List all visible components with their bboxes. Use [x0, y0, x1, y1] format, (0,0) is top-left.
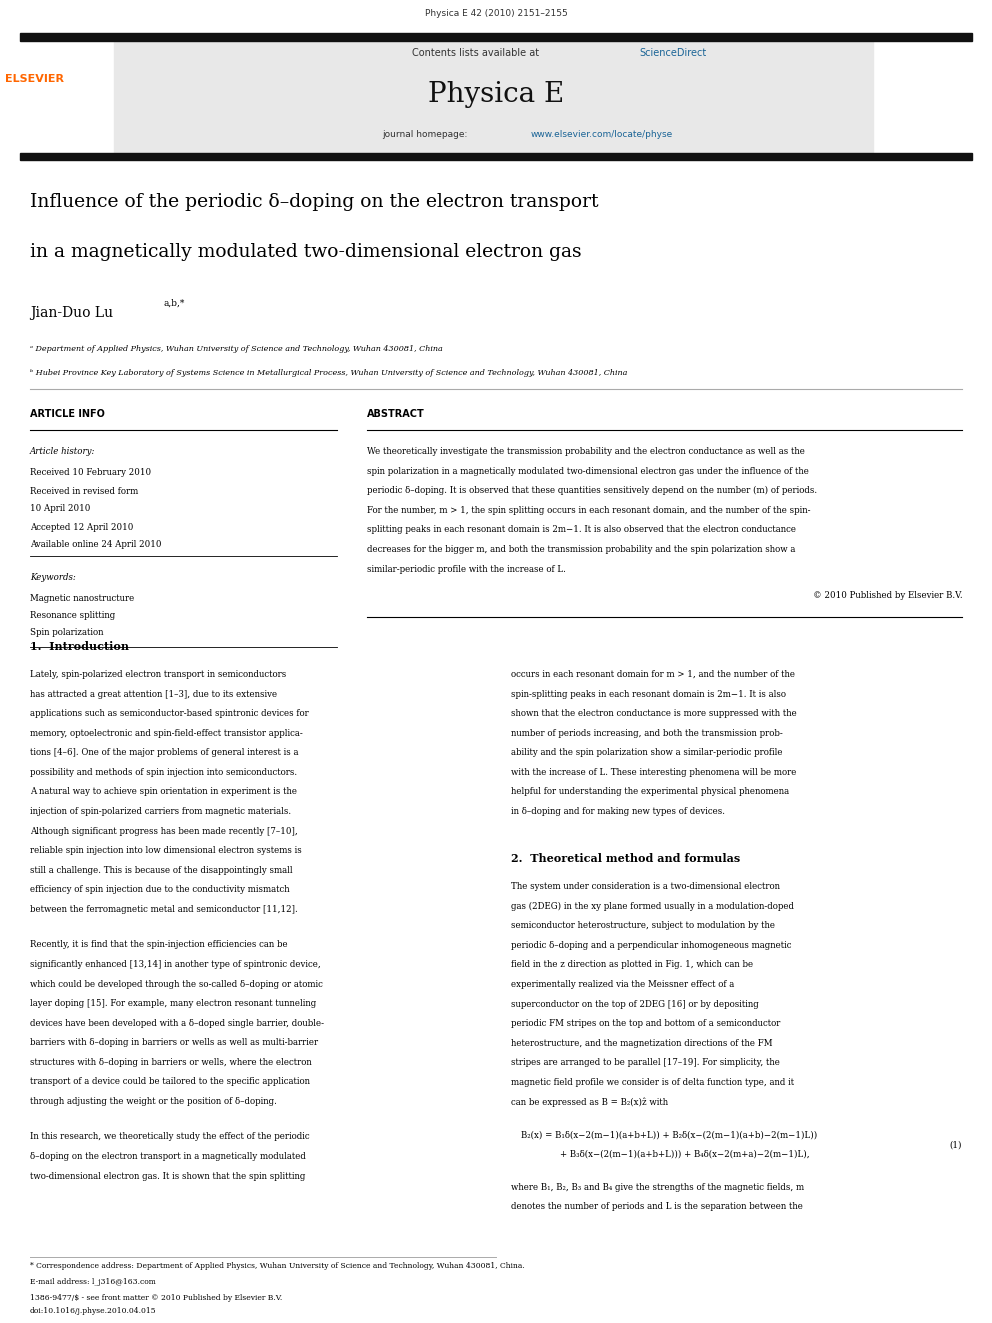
Text: in δ–doping and for making new types of devices.: in δ–doping and for making new types of …	[511, 807, 725, 816]
Text: 2.  Theoretical method and formulas: 2. Theoretical method and formulas	[511, 853, 740, 864]
Text: structures with δ–doping in barriers or wells, where the electron: structures with δ–doping in barriers or …	[30, 1058, 311, 1066]
Text: shown that the electron conductance is more suppressed with the: shown that the electron conductance is m…	[511, 709, 797, 718]
Text: Magnetic nanostructure: Magnetic nanostructure	[30, 594, 134, 603]
Text: ScienceDirect: ScienceDirect	[640, 48, 707, 58]
Text: Accepted 12 April 2010: Accepted 12 April 2010	[30, 523, 133, 532]
Text: periodic δ–doping. It is observed that these quantities sensitively depend on th: periodic δ–doping. It is observed that t…	[367, 487, 817, 495]
Text: occurs in each resonant domain for m > 1, and the number of the: occurs in each resonant domain for m > 1…	[511, 669, 795, 679]
Text: Influence of the periodic δ–doping on the electron transport: Influence of the periodic δ–doping on th…	[30, 193, 598, 212]
Text: Physica E 42 (2010) 2151–2155: Physica E 42 (2010) 2151–2155	[425, 9, 567, 19]
Text: We theoretically investigate the transmission probability and the electron condu: We theoretically investigate the transmi…	[367, 447, 805, 456]
Text: still a challenge. This is because of the disappointingly small: still a challenge. This is because of th…	[30, 865, 293, 875]
Text: spin polarization in a magnetically modulated two-dimensional electron gas under: spin polarization in a magnetically modu…	[367, 467, 808, 476]
Text: between the ferromagnetic metal and semiconductor [11,12].: between the ferromagnetic metal and semi…	[30, 905, 298, 914]
Text: Contents lists available at: Contents lists available at	[412, 48, 542, 58]
Text: superconductor on the top of 2DEG [16] or by depositing: superconductor on the top of 2DEG [16] o…	[511, 1000, 759, 1008]
Text: doi:10.1016/j.physe.2010.04.015: doi:10.1016/j.physe.2010.04.015	[30, 1307, 157, 1315]
Text: + B₃δ(x−(2(m−1)(a+b+L))) + B₄δ(x−2(m+a)−2(m−1)L),: + B₃δ(x−(2(m−1)(a+b+L))) + B₄δ(x−2(m+a)−…	[560, 1150, 810, 1159]
Text: Available online 24 April 2010: Available online 24 April 2010	[30, 540, 162, 549]
Text: barriers with δ–doping in barriers or wells as well as multi-barrier: barriers with δ–doping in barriers or we…	[30, 1039, 317, 1048]
Text: helpful for understanding the experimental physical phenomena: helpful for understanding the experiment…	[511, 787, 789, 796]
Text: 10 April 2010: 10 April 2010	[30, 504, 90, 513]
Text: ᵇ Hubei Province Key Laboratory of Systems Science in Metallurgical Process, Wuh: ᵇ Hubei Province Key Laboratory of Syste…	[30, 369, 627, 377]
Text: in a magnetically modulated two-dimensional electron gas: in a magnetically modulated two-dimensio…	[30, 243, 581, 262]
Text: * Correspondence address: Department of Applied Physics, Wuhan University of Sci: * Correspondence address: Department of …	[30, 1262, 525, 1270]
Text: (1): (1)	[949, 1140, 962, 1150]
Text: magnetic field profile we consider is of delta function type, and it: magnetic field profile we consider is of…	[511, 1078, 794, 1088]
Text: has attracted a great attention [1–3], due to its extensive: has attracted a great attention [1–3], d…	[30, 689, 277, 699]
Text: applications such as semiconductor-based spintronic devices for: applications such as semiconductor-based…	[30, 709, 309, 718]
Text: possibility and methods of spin injection into semiconductors.: possibility and methods of spin injectio…	[30, 767, 297, 777]
Text: gas (2DEG) in the xy plane formed usually in a modulation-doped: gas (2DEG) in the xy plane formed usuall…	[511, 902, 794, 910]
Text: transport of a device could be tailored to the specific application: transport of a device could be tailored …	[30, 1077, 310, 1086]
Text: Received 10 February 2010: Received 10 February 2010	[30, 468, 151, 478]
Text: stripes are arranged to be parallel [17–19]. For simplicity, the: stripes are arranged to be parallel [17–…	[511, 1058, 780, 1068]
Text: memory, optoelectronic and spin-field-effect transistor applica-: memory, optoelectronic and spin-field-ef…	[30, 729, 303, 738]
Text: spin-splitting peaks in each resonant domain is 2m−1. It is also: spin-splitting peaks in each resonant do…	[511, 689, 786, 699]
Text: In this research, we theoretically study the effect of the periodic: In this research, we theoretically study…	[30, 1132, 310, 1142]
Text: can be expressed as B = B₂(x)ẑ with: can be expressed as B = B₂(x)ẑ with	[511, 1098, 668, 1107]
Bar	[114, 41, 873, 153]
Text: field in the z direction as plotted in Fig. 1, which can be: field in the z direction as plotted in F…	[511, 960, 753, 970]
Text: injection of spin-polarized carriers from magnetic materials.: injection of spin-polarized carriers fro…	[30, 807, 291, 816]
Text: A natural way to achieve spin orientation in experiment is the: A natural way to achieve spin orientatio…	[30, 787, 297, 796]
Text: Received in revised form: Received in revised form	[30, 487, 138, 496]
Text: semiconductor heterostructure, subject to modulation by the: semiconductor heterostructure, subject t…	[511, 921, 775, 930]
Text: E-mail address: l_j316@163.com: E-mail address: l_j316@163.com	[30, 1278, 156, 1286]
Text: Recently, it is find that the spin-injection efficiencies can be: Recently, it is find that the spin-injec…	[30, 941, 288, 950]
Text: efficiency of spin injection due to the conductivity mismatch: efficiency of spin injection due to the …	[30, 885, 290, 894]
Text: devices have been developed with a δ–doped single barrier, double-: devices have been developed with a δ–dop…	[30, 1019, 323, 1028]
Text: Although significant progress has been made recently [7–10],: Although significant progress has been m…	[30, 827, 298, 836]
Text: periodic δ–doping and a perpendicular inhomogeneous magnetic: periodic δ–doping and a perpendicular in…	[511, 941, 792, 950]
Text: ability and the spin polarization show a similar-periodic profile: ability and the spin polarization show a…	[511, 749, 783, 757]
Text: through adjusting the weight or the position of δ–doping.: through adjusting the weight or the posi…	[30, 1097, 277, 1106]
Text: δ–doping on the electron transport in a magnetically modulated: δ–doping on the electron transport in a …	[30, 1152, 306, 1162]
Text: 1386-9477/$ - see front matter © 2010 Published by Elsevier B.V.: 1386-9477/$ - see front matter © 2010 Pu…	[30, 1294, 282, 1302]
Text: The system under consideration is a two-dimensional electron: The system under consideration is a two-…	[511, 882, 780, 892]
Text: Lately, spin-polarized electron transport in semiconductors: Lately, spin-polarized electron transpor…	[30, 669, 286, 679]
Text: Resonance splitting: Resonance splitting	[30, 611, 115, 620]
Text: ABSTRACT: ABSTRACT	[367, 409, 425, 419]
Text: similar-periodic profile with the increase of L.: similar-periodic profile with the increa…	[367, 565, 565, 574]
Text: which could be developed through the so-called δ–doping or atomic: which could be developed through the so-…	[30, 979, 322, 988]
Text: layer doping [15]. For example, many electron resonant tunneling: layer doping [15]. For example, many ele…	[30, 999, 316, 1008]
Text: a,b,*: a,b,*	[164, 299, 186, 308]
Text: two-dimensional electron gas. It is shown that the spin splitting: two-dimensional electron gas. It is show…	[30, 1172, 306, 1180]
Text: heterostructure, and the magnetization directions of the FM: heterostructure, and the magnetization d…	[511, 1039, 773, 1048]
Text: ᵃ Department of Applied Physics, Wuhan University of Science and Technology, Wuh: ᵃ Department of Applied Physics, Wuhan U…	[30, 345, 442, 353]
Text: decreases for the bigger m, and both the transmission probability and the spin p: decreases for the bigger m, and both the…	[367, 545, 796, 554]
Text: Article history:: Article history:	[30, 447, 95, 456]
Text: with the increase of L. These interesting phenomena will be more: with the increase of L. These interestin…	[511, 767, 797, 777]
Text: © 2010 Published by Elsevier B.V.: © 2010 Published by Elsevier B.V.	[812, 591, 962, 599]
Text: For the number, m > 1, the spin splitting occurs in each resonant domain, and th: For the number, m > 1, the spin splittin…	[367, 505, 810, 515]
Text: significantly enhanced [13,14] in another type of spintronic device,: significantly enhanced [13,14] in anothe…	[30, 960, 320, 968]
Bar	[20, 153, 972, 160]
Text: experimentally realized via the Meissner effect of a: experimentally realized via the Meissner…	[511, 980, 734, 990]
Text: number of periods increasing, and both the transmission prob-: number of periods increasing, and both t…	[511, 729, 783, 738]
Text: Physica E: Physica E	[428, 81, 564, 107]
Text: B₂(x) = B₁δ(x−2(m−1)(a+b+L)) + B₂δ(x−(2(m−1)(a+b)−2(m−1)L)): B₂(x) = B₁δ(x−2(m−1)(a+b+L)) + B₂δ(x−(2(…	[521, 1130, 817, 1139]
Text: Keywords:: Keywords:	[30, 573, 75, 582]
Text: reliable spin injection into low dimensional electron systems is: reliable spin injection into low dimensi…	[30, 847, 302, 855]
Text: journal homepage:: journal homepage:	[382, 130, 470, 139]
Text: ELSEVIER: ELSEVIER	[5, 74, 63, 85]
Text: Jian-Duo Lu: Jian-Duo Lu	[30, 306, 113, 320]
Text: 1.  Introduction: 1. Introduction	[30, 640, 129, 652]
Bar	[20, 33, 972, 41]
Text: where B₁, B₂, B₃ and B₄ give the strengths of the magnetic fields, m: where B₁, B₂, B₃ and B₄ give the strengt…	[511, 1183, 804, 1192]
Text: tions [4–6]. One of the major problems of general interest is a: tions [4–6]. One of the major problems o…	[30, 749, 299, 757]
Text: splitting peaks in each resonant domain is 2m−1. It is also observed that the el: splitting peaks in each resonant domain …	[367, 525, 796, 534]
Text: Spin polarization: Spin polarization	[30, 628, 103, 638]
Text: www.elsevier.com/locate/physe: www.elsevier.com/locate/physe	[531, 130, 673, 139]
Text: periodic FM stripes on the top and bottom of a semiconductor: periodic FM stripes on the top and botto…	[511, 1019, 781, 1028]
Text: ARTICLE INFO: ARTICLE INFO	[30, 409, 104, 419]
Text: denotes the number of periods and L is the separation between the: denotes the number of periods and L is t…	[511, 1203, 803, 1212]
